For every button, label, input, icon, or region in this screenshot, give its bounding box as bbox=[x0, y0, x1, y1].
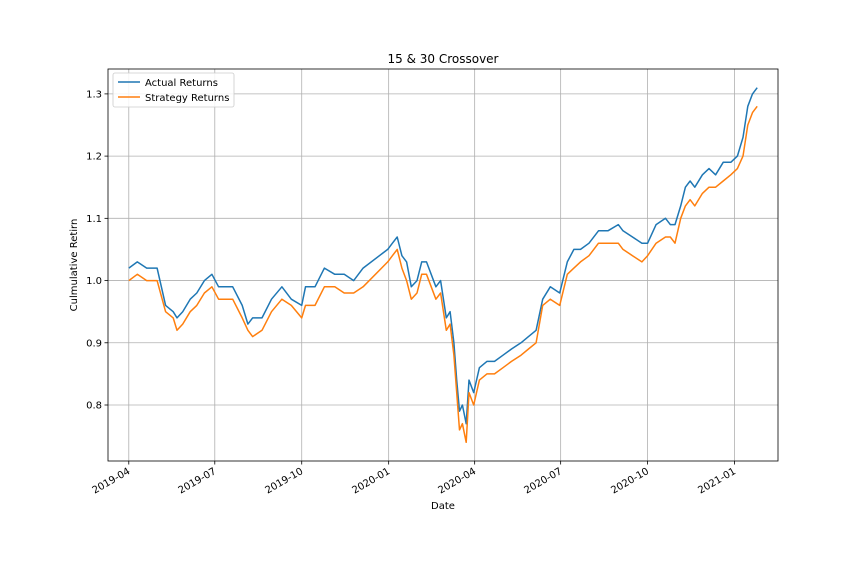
legend: Actual Returns Strategy Returns bbox=[112, 72, 235, 108]
series-line-actual-returns bbox=[128, 87, 758, 425]
plot-frame bbox=[107, 68, 779, 462]
y-tick-label: 1.3 bbox=[86, 89, 102, 100]
y-tick-label: 1.0 bbox=[86, 276, 102, 287]
y-tick-label: 1.1 bbox=[86, 214, 102, 225]
series-layer bbox=[128, 87, 758, 444]
legend-frame bbox=[112, 72, 235, 108]
y-axis-label: Culmulative Retirn bbox=[69, 219, 80, 312]
x-axis-label: Date bbox=[431, 501, 455, 512]
legend-label-strategy: Strategy Returns bbox=[145, 93, 229, 104]
legend-label-actual: Actual Returns bbox=[145, 78, 218, 89]
series-line-strategy-returns bbox=[128, 105, 758, 444]
y-axis: 0.8 0.9 1.0 1.1 1.2 1.3 bbox=[86, 89, 108, 412]
grid-lines bbox=[108, 69, 778, 461]
y-tick-label: 1.2 bbox=[86, 152, 102, 163]
y-tick-label: 0.9 bbox=[86, 338, 102, 349]
chart-title: 15 & 30 Crossover bbox=[388, 52, 499, 66]
y-tick-label: 0.8 bbox=[86, 401, 102, 412]
